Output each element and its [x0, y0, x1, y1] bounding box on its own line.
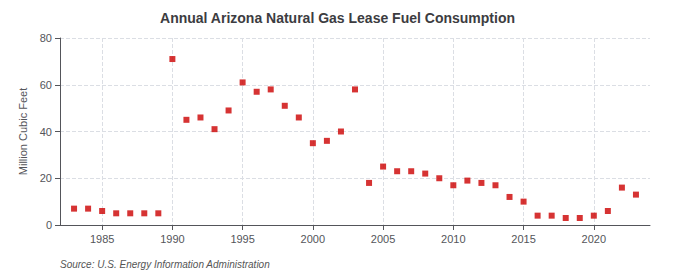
svg-text:2005: 2005: [371, 233, 395, 245]
svg-text:1995: 1995: [230, 233, 254, 245]
svg-text:Million Cubic Feet: Million Cubic Feet: [17, 88, 29, 175]
svg-text:20: 20: [40, 172, 52, 184]
svg-text:Source: U.S. Energy Informatio: Source: U.S. Energy Information Administ…: [60, 259, 270, 270]
svg-text:2010: 2010: [441, 233, 465, 245]
svg-text:60: 60: [40, 79, 52, 91]
svg-text:0: 0: [46, 219, 52, 231]
svg-text:2020: 2020: [582, 233, 606, 245]
svg-text:2015: 2015: [511, 233, 535, 245]
svg-text:80: 80: [40, 32, 52, 44]
svg-text:2000: 2000: [301, 233, 325, 245]
svg-text:Annual Arizona Natural Gas Lea: Annual Arizona Natural Gas Lease Fuel Co…: [160, 10, 515, 26]
svg-text:1990: 1990: [160, 233, 184, 245]
svg-text:1985: 1985: [90, 233, 114, 245]
svg-text:40: 40: [40, 126, 52, 138]
